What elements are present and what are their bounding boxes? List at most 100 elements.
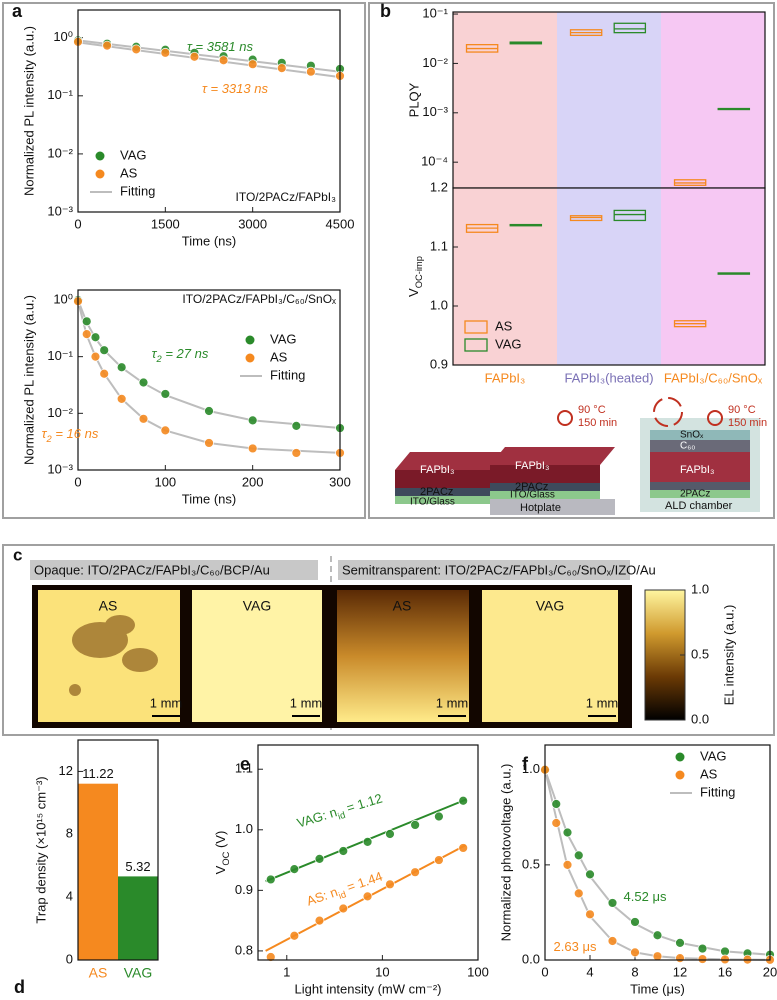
- layer-label: ALD chamber: [665, 500, 733, 512]
- x-tick-label: 0: [74, 216, 81, 231]
- point: [338, 846, 349, 856]
- fit-line: [77, 41, 341, 79]
- x-tick-label: 8: [631, 964, 638, 979]
- y-tick-label: 10⁻¹: [47, 348, 73, 363]
- point: [265, 952, 276, 962]
- point: [551, 818, 562, 828]
- y-tick-label: 1.2: [430, 179, 448, 194]
- y-tick-label: 12: [59, 763, 73, 778]
- panel-letter: f: [522, 754, 529, 774]
- point: [697, 954, 708, 964]
- y-tick-label: 0.8: [235, 942, 253, 957]
- layer-label: 2PACz: [515, 481, 548, 493]
- y-tick-label: 1.0: [235, 821, 253, 836]
- point: [630, 917, 640, 927]
- layer-label: 2PACz: [420, 486, 453, 498]
- x-tick-label: 100: [467, 964, 489, 979]
- point: [116, 362, 127, 373]
- tick-label: 0.0: [691, 711, 709, 726]
- legend-label: Fitting: [120, 183, 155, 198]
- annotation: 4.52 μs: [624, 889, 667, 904]
- y-tick-label: 10⁻³: [47, 461, 73, 476]
- panel-border: [2, 2, 366, 519]
- y-axis-label: VOC (V): [213, 831, 231, 875]
- point: [314, 915, 325, 926]
- point: [247, 443, 258, 454]
- fit-line: [77, 39, 341, 73]
- y-tick-label: 10⁻²: [47, 145, 73, 160]
- x-axis-label: Time (ns): [182, 233, 236, 248]
- point: [90, 332, 101, 343]
- plot-frame: [77, 289, 341, 471]
- scale-label: 1 mm: [586, 695, 619, 710]
- point: [160, 389, 171, 399]
- layer-label: Hotplate: [520, 502, 561, 514]
- category-label: FAPbI₃(heated): [564, 370, 653, 385]
- point: [434, 855, 444, 865]
- legend-swatch: [464, 338, 488, 352]
- y-tick-label: 1.0: [522, 761, 540, 776]
- y-tick-label: 0.5: [522, 856, 540, 871]
- tick-label: 1.0: [691, 581, 709, 596]
- annotation: VAG: nid = 1.12: [295, 791, 385, 834]
- point: [573, 888, 584, 899]
- plot-frame: [452, 187, 766, 366]
- legend-label: AS: [120, 165, 138, 180]
- layer-label: SnOₓ: [680, 430, 704, 441]
- y-tick-label: 1.1: [430, 238, 448, 253]
- bar: [78, 783, 118, 960]
- x-tick-label: 20: [763, 964, 777, 979]
- y-axis-label: Normalized PL intensity (a.u.): [21, 295, 36, 465]
- colorbar: [644, 589, 686, 721]
- point: [276, 63, 287, 73]
- y-tick-label: 10⁻⁴: [421, 154, 448, 169]
- annotation: τ2 = 27 ns: [152, 346, 209, 364]
- point: [362, 891, 373, 902]
- y-axis-label: Normalized PL intensity (a.u.): [21, 26, 36, 196]
- y-tick-label: 10⁻³: [47, 203, 73, 218]
- x-tick-label: 1500: [151, 216, 180, 231]
- layer-label: FAPbI₃: [420, 464, 454, 476]
- y-tick-label: 10⁰: [53, 291, 73, 306]
- category-label: AS: [89, 965, 108, 981]
- el-image: [482, 590, 618, 722]
- x-tick-label: 10: [375, 964, 389, 979]
- legend-label: Fitting: [270, 367, 305, 382]
- point: [81, 316, 92, 327]
- category-label: FAPbI₃: [485, 370, 526, 385]
- plot-frame: [257, 744, 479, 961]
- legend-marker: [245, 353, 255, 363]
- x-tick-label: 3000: [238, 216, 267, 231]
- band: [453, 12, 557, 188]
- panel-border: [368, 2, 775, 519]
- point: [289, 864, 300, 875]
- point: [458, 843, 469, 853]
- point: [551, 799, 562, 809]
- header: Opaque: ITO/2PACz/FAPbI₃/C₆₀/BCP/Au: [34, 562, 270, 577]
- layer-label: ITO/Glass: [410, 497, 455, 508]
- annotation: 2.63 μs: [554, 939, 597, 954]
- x-tick-label: 0: [74, 474, 81, 489]
- band: [661, 12, 765, 188]
- x-tick-label: 16: [718, 964, 732, 979]
- bar: [118, 876, 158, 960]
- x-tick-label: 0: [541, 964, 548, 979]
- point: [131, 44, 142, 55]
- panel-letter: e: [240, 754, 250, 774]
- box: [613, 22, 647, 34]
- scale-label: 1 mm: [436, 695, 469, 710]
- header-bg: [338, 560, 630, 580]
- x-tick-label: 300: [329, 474, 351, 489]
- point: [247, 415, 258, 426]
- y-axis-label: PLQY: [406, 82, 421, 117]
- point: [458, 795, 469, 806]
- point: [410, 867, 421, 878]
- plot-frame: [544, 744, 771, 961]
- legend-label: Fitting: [700, 784, 735, 799]
- panel-border: [2, 544, 775, 736]
- scale-label: 1 mm: [150, 695, 183, 710]
- box: [613, 209, 647, 222]
- y-tick-label: 10⁻¹: [422, 5, 448, 20]
- y-tick-label: 1.0: [430, 297, 448, 312]
